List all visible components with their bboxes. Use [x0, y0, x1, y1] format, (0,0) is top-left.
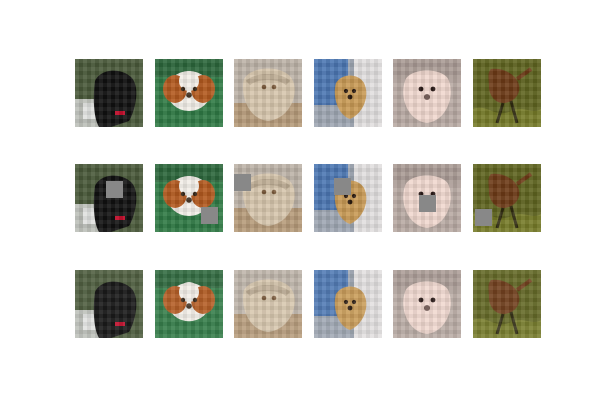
original-image-fluffy-dog — [234, 59, 302, 127]
reconstructed-image-deer — [473, 270, 541, 338]
reconstructed-image-white-puppy — [393, 270, 461, 338]
original-tile-fluffy-dog — [234, 59, 302, 127]
occluded-tile-deer — [473, 164, 541, 232]
occluded-tile-fluffy-dog — [234, 164, 302, 232]
reconstructed-tile-white-puppy — [393, 270, 461, 338]
occluded-image-black-dog — [75, 164, 143, 232]
occlusion-patch — [475, 209, 492, 226]
original-image-cavalier-dog — [155, 59, 223, 127]
occluded-image-cavalier-dog — [155, 164, 223, 232]
original-image-deer — [473, 59, 541, 127]
reconstructed-image-black-dog — [75, 270, 143, 338]
reconstructed-tile-deer — [473, 270, 541, 338]
occluded-tile-cavalier-dog — [155, 164, 223, 232]
reconstructed-image-fluffy-dog — [234, 270, 302, 338]
original-tile-white-puppy — [393, 59, 461, 127]
occlusion-patch — [334, 178, 351, 195]
original-image-white-puppy — [393, 59, 461, 127]
reconstructed-tile-black-dog — [75, 270, 143, 338]
reconstructed-image-golden-puppy — [314, 270, 382, 338]
original-image-golden-puppy — [314, 59, 382, 127]
occluded-tile-white-puppy — [393, 164, 461, 232]
reconstructed-tile-cavalier-dog — [155, 270, 223, 338]
original-image-black-dog — [75, 59, 143, 127]
occlusion-patch — [234, 174, 251, 191]
reconstructed-image-cavalier-dog — [155, 270, 223, 338]
reconstructed-tile-golden-puppy — [314, 270, 382, 338]
reconstructed-tile-fluffy-dog — [234, 270, 302, 338]
occlusion-patch — [201, 207, 218, 224]
original-tile-black-dog — [75, 59, 143, 127]
original-tile-cavalier-dog — [155, 59, 223, 127]
occlusion-patch — [419, 195, 436, 212]
occluded-tile-golden-puppy — [314, 164, 382, 232]
original-tile-deer — [473, 59, 541, 127]
occluded-tile-black-dog — [75, 164, 143, 232]
occluded-image-golden-puppy — [314, 164, 382, 232]
occlusion-patch — [106, 181, 123, 198]
original-tile-golden-puppy — [314, 59, 382, 127]
occluded-image-white-puppy — [393, 164, 461, 232]
